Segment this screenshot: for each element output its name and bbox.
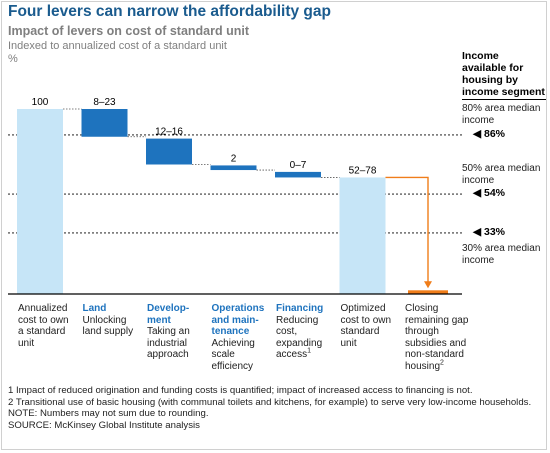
reference-value: 86% [484, 127, 506, 140]
category-line: through [405, 326, 439, 338]
category-line: Land [82, 303, 107, 314]
category-line: housing2 [405, 359, 444, 372]
category-line: access1 [276, 348, 312, 361]
footnote-marker: 2 [440, 359, 444, 367]
category-line: unit [18, 337, 35, 349]
category-line: Closing [405, 303, 439, 314]
waterfall-chart: 100 8–23 12–16 2 0–7 52–78 [8, 97, 462, 295]
chart-subtitle: Impact of levers on cost of standard uni… [8, 24, 250, 38]
category-line: Optimized [340, 303, 386, 314]
reference-value: 54% [484, 187, 506, 200]
unit-note: Indexed to annualized cost of a standard… [8, 40, 227, 52]
footnote-2: 2 Transitional use of basic housing (wit… [8, 396, 532, 408]
bar-3 [210, 165, 257, 171]
category-line: approach [147, 349, 189, 361]
category-line: Operations [211, 303, 265, 314]
category-line: tenance [211, 326, 250, 338]
reference-value: 33% [484, 225, 506, 238]
income-segment-80: 80% area median income [462, 103, 541, 126]
income-segment-50: 50% area median income [462, 163, 541, 186]
bar-2 [146, 138, 192, 165]
category-line: remaining gap [405, 314, 469, 326]
reference-label-2: ◀ 33% [473, 226, 505, 238]
category-line: efficiency [211, 360, 254, 372]
left-arrow-icon: ◀ [473, 187, 482, 200]
left-arrow-icon: ◀ [473, 225, 482, 238]
category-line: and main- [211, 314, 259, 326]
category-line: Annualized [18, 303, 68, 314]
category-line: non-standard [405, 349, 464, 361]
category-label-5: Optimized cost to own standard unit [341, 303, 405, 349]
source: SOURCE: McKinsey Global Institute analys… [8, 419, 200, 431]
gap-arrow-line [385, 176, 429, 283]
chart-title: Four levers can narrow the affordability… [8, 3, 331, 20]
category-line: expanding [276, 337, 323, 349]
category-line: industrial [147, 337, 188, 349]
bar-6 [408, 290, 448, 294]
category-line: Develop- [147, 303, 190, 314]
left-arrow-icon: ◀ [473, 127, 482, 140]
income-segment-30: 30% area median income [462, 243, 541, 266]
bar-5 [339, 177, 386, 294]
bar-value-label-2: 12–16 [155, 127, 183, 138]
category-line: standard [340, 326, 380, 338]
category-line: Taking an [147, 326, 190, 338]
category-label-6: Closing remaining gap through subsidies and… [405, 303, 469, 373]
category-label-2: Develop-ment Taking an industrial approach [147, 303, 211, 361]
category-line: Unlocking [82, 314, 127, 326]
category-line: land supply [82, 326, 134, 338]
bar-value-label-3: 2 [231, 153, 237, 164]
footnote-1: 1 Impact of reduced origination and fund… [8, 385, 473, 396]
bar-4 [275, 171, 321, 178]
category-label-1: Land Unlocking land supply [83, 303, 147, 338]
bar-value-label-4: 0–7 [290, 160, 307, 171]
category-line: cost to own [340, 314, 392, 326]
unit-symbol: % [8, 53, 18, 65]
category-line: a standard [18, 326, 66, 338]
bar-0 [17, 109, 63, 294]
category-label-3: Operations and main-tenance Achieving scale… [212, 303, 276, 373]
category-label-4: Financing Reducing cost, expanding access1 [276, 303, 340, 361]
category-line: Reducing [276, 314, 319, 326]
gap-arrow-head [424, 281, 432, 289]
footnote-marker: 1 [307, 348, 312, 356]
bar-1 [81, 109, 128, 137]
note: NOTE: Numbers may not sum due to roundin… [8, 408, 209, 419]
category-line: Achieving [211, 337, 255, 349]
footnotes: 1 Impact of reduced origination and fund… [8, 385, 544, 431]
category-label-0: Annualized cost to own a standard unit [18, 303, 82, 349]
reference-label-0: ◀ 86% [473, 128, 505, 140]
bar-value-label-0: 100 [32, 97, 49, 108]
category-line: scale [211, 349, 235, 361]
category-line: cost, [276, 326, 298, 338]
category-line: Financing [276, 303, 324, 314]
bar-value-label-5: 52–78 [349, 165, 377, 176]
bar-value-label-1: 8–23 [93, 97, 116, 108]
reference-label-1: ◀ 54% [473, 187, 505, 199]
category-line: subsidies and [405, 337, 467, 349]
category-line: cost to own [18, 314, 69, 326]
category-line: unit [340, 337, 357, 349]
category-line: ment [147, 314, 171, 326]
income-panel-header: Income available for housing by income s… [462, 50, 546, 100]
